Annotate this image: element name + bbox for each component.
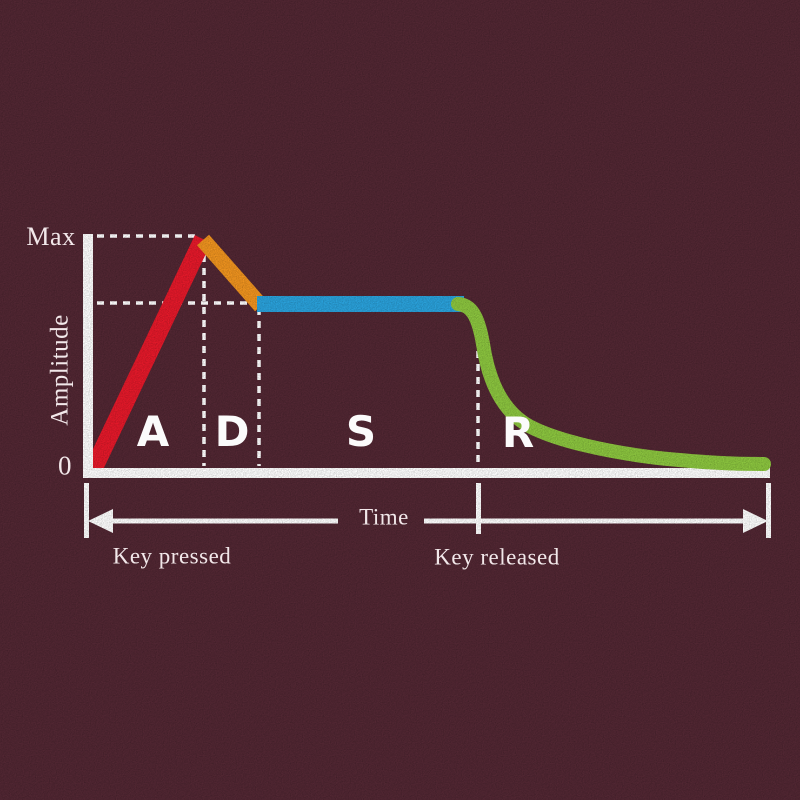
y-axis-max-label: Max (26, 222, 76, 251)
y-axis-title: Amplitude (46, 314, 74, 426)
release-segment-letter: R (501, 408, 535, 457)
x-axis-title: Time (359, 504, 409, 530)
attack-segment-letter: A (136, 407, 170, 456)
y-axis-zero-label: 0 (58, 450, 72, 481)
decay-segment-letter: D (214, 407, 250, 456)
key-pressed-annotation: Key pressed (112, 543, 232, 569)
key-released-annotation: Key released (434, 544, 560, 570)
sustain-segment-letter: S (345, 407, 377, 456)
